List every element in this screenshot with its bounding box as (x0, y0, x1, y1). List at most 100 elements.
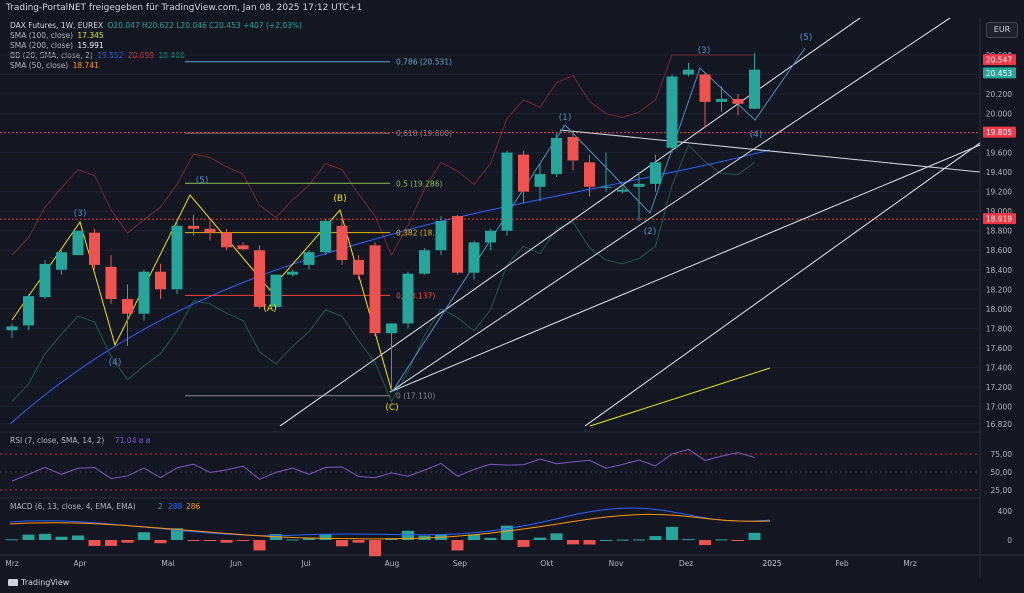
time-tick: Apr (74, 559, 88, 568)
price-tick: 18.000 (986, 305, 1012, 314)
abc-wave-line (11, 194, 393, 393)
candle-body (386, 323, 397, 334)
candle-body (23, 296, 34, 326)
macd-histogram-bar (732, 540, 744, 541)
price-tick: 17.400 (986, 363, 1012, 372)
legend-sma50[interactable]: SMA (50, close) 18.741 (10, 61, 99, 71)
fib-level-label: 0,786 (20.531) (396, 58, 452, 67)
symbol-label: DAX Futures, 1W, EUREX (10, 21, 104, 30)
time-tick: Nov (609, 559, 624, 568)
macd-histogram-bar (649, 536, 662, 540)
price-tick: 16.820 (986, 420, 1012, 429)
candle-body (270, 274, 282, 307)
price-tag-label: 18.919 (986, 215, 1012, 224)
macd-histogram-bar (534, 537, 546, 540)
macd-label: MACD (6, 13, close, 4, EMA, EMA) (10, 502, 136, 511)
candle-body (534, 174, 546, 187)
sma200-value: 15.991 (77, 41, 104, 50)
tradingview-logo[interactable]: TradingView (8, 578, 69, 587)
logo-text: TradingView (21, 578, 70, 587)
macd-value: 286 (186, 502, 201, 511)
macd-histogram-bar (369, 540, 381, 557)
macd-histogram-bar (600, 540, 612, 541)
trend-line (389, 144, 981, 393)
fib-level-label: 0,618 (19.800) (396, 129, 452, 138)
time-tick: Feb (835, 559, 849, 568)
wave-label: (4) (750, 130, 763, 140)
macd-histogram-bar (402, 530, 414, 540)
legend-sma200[interactable]: SMA (200, close) 15.991 (10, 41, 104, 51)
sma100-value: 17.345 (77, 31, 104, 40)
macd-histogram-bar (682, 539, 695, 541)
price-tick: 17.000 (986, 402, 1012, 411)
currency-button[interactable]: EUR (986, 22, 1018, 38)
macd-histogram-bar (352, 540, 365, 543)
candle-body (666, 76, 678, 148)
candle-body (650, 162, 661, 184)
macd-histogram-bar (204, 540, 216, 541)
price-tag (983, 54, 1016, 66)
sma200-label: SMA (200, close) (10, 41, 73, 50)
candle-body (402, 273, 414, 324)
candle-body (188, 225, 199, 229)
candle-body (633, 183, 645, 187)
time-tick: Jun (229, 559, 242, 568)
macd-histogram-bar (666, 526, 678, 540)
macd-line (9, 507, 771, 537)
candle-body (320, 220, 331, 253)
macd-histogram-bar (451, 540, 464, 551)
macd-histogram-bar (583, 540, 596, 545)
sma100-line (589, 367, 771, 427)
candle-body (567, 137, 579, 161)
candle-body (89, 232, 100, 265)
candle-body (551, 137, 562, 175)
time-tick: Mai (161, 559, 174, 568)
price-tag-label: 19.805 (986, 128, 1012, 137)
time-tick: 2025 (762, 559, 781, 568)
candle-body (138, 271, 150, 314)
macd-value: 2 (158, 502, 163, 511)
macd-histogram-bar (517, 540, 530, 547)
price-tag-label: 20.453 (986, 69, 1012, 78)
candle-body (171, 225, 183, 290)
fib-level-label: 0,5 (19.286) (396, 179, 442, 188)
candle-body (732, 98, 744, 104)
macd-histogram-bar (187, 540, 200, 541)
macd-histogram-bar (633, 539, 645, 541)
candle-body (468, 242, 480, 273)
macd-histogram-bar (237, 540, 249, 541)
candle-body (56, 252, 67, 270)
macd-histogram-bar (748, 532, 761, 540)
rsi-value: 71.04 ø ø (115, 436, 151, 445)
macd-histogram-bar (286, 539, 299, 541)
legend-sma100[interactable]: SMA (100, close) 17.345 (10, 31, 104, 41)
candle-body (683, 69, 694, 75)
price-tick: 20.000 (986, 110, 1012, 119)
candle-body (39, 263, 51, 298)
bb-upper-line (11, 54, 755, 257)
candle-body (584, 162, 595, 187)
chart-title: Trading-PortalNET freigegeben für Tradin… (6, 3, 363, 13)
sma100-label: SMA (100, close) (10, 31, 73, 40)
logo-icon (8, 579, 18, 586)
top-bar: Trading-PortalNET freigegeben für Tradin… (0, 0, 1024, 18)
candle-body (204, 228, 216, 233)
price-tick: 19.200 (986, 188, 1012, 197)
candle-body (303, 252, 315, 265)
candle-body (105, 266, 117, 300)
trend-line (584, 142, 981, 427)
macd-histogram-bar (303, 537, 315, 540)
macd-histogram-bar (154, 540, 167, 544)
legend-symbol[interactable]: DAX Futures, 1W, EUREX O20.047 H20.622 L… (10, 21, 302, 31)
candle-body (287, 271, 298, 275)
wave-label: (2) (644, 227, 657, 237)
trend-line (389, 17, 951, 393)
ohlc-values: O20.047 H20.622 L20.046 C20.453 +407 (+2… (107, 21, 302, 30)
candle-body (617, 189, 628, 192)
price-tick: 18.600 (986, 246, 1012, 255)
wave-label: (5) (800, 33, 813, 43)
price-tick: 19.400 (986, 168, 1012, 177)
price-tag-label: 20.547 (986, 56, 1012, 65)
price-tick: 18.200 (986, 285, 1012, 294)
